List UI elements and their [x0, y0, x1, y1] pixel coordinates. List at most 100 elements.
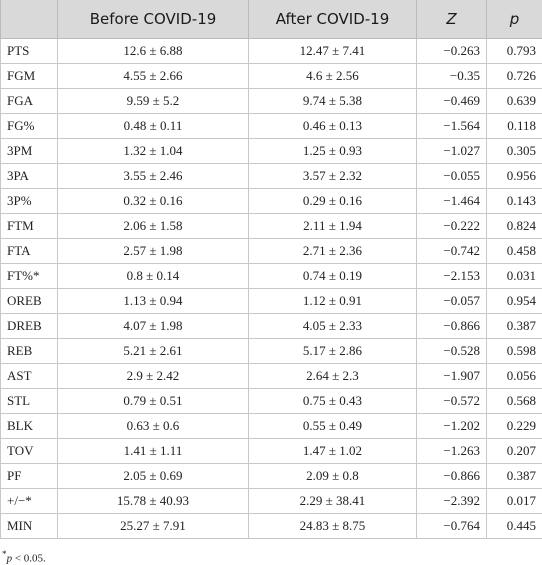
cell: 1.47 ± 1.02: [249, 439, 417, 464]
cell: −1.464: [417, 189, 487, 214]
column-header: Z: [417, 0, 487, 39]
row-label: AST: [1, 364, 58, 389]
cell: 4.05 ± 2.33: [249, 314, 417, 339]
cell: 0.79 ± 0.51: [58, 389, 249, 414]
cell: 0.207: [487, 439, 542, 464]
cell: −1.027: [417, 139, 487, 164]
row-label: STL: [1, 389, 58, 414]
cell: −2.392: [417, 489, 487, 514]
cell: 25.27 ± 7.91: [58, 514, 249, 539]
cell: 2.9 ± 2.42: [58, 364, 249, 389]
cell: 0.48 ± 0.11: [58, 114, 249, 139]
cell: 12.6 ± 6.88: [58, 39, 249, 64]
row-label: PTS: [1, 39, 58, 64]
row-label: PF: [1, 464, 58, 489]
cell: 0.639: [487, 89, 542, 114]
cell: 2.11 ± 1.94: [249, 214, 417, 239]
cell: 0.118: [487, 114, 542, 139]
row-label: OREB: [1, 289, 58, 314]
cell: −0.528: [417, 339, 487, 364]
cell: −0.35: [417, 64, 487, 89]
row-label: BLK: [1, 414, 58, 439]
cell: −0.263: [417, 39, 487, 64]
cell: 1.32 ± 1.04: [58, 139, 249, 164]
cell: 0.46 ± 0.13: [249, 114, 417, 139]
cell: 0.954: [487, 289, 542, 314]
cell: 1.12 ± 0.91: [249, 289, 417, 314]
column-header: [1, 0, 58, 39]
cell: 5.21 ± 2.61: [58, 339, 249, 364]
cell: 2.06 ± 1.58: [58, 214, 249, 239]
cell: 0.229: [487, 414, 542, 439]
cell: 2.57 ± 1.98: [58, 239, 249, 264]
cell: 15.78 ± 40.93: [58, 489, 249, 514]
cell: 0.824: [487, 214, 542, 239]
cell: 12.47 ± 7.41: [249, 39, 417, 64]
cell: −0.742: [417, 239, 487, 264]
cell: 1.13 ± 0.94: [58, 289, 249, 314]
cell: 9.59 ± 5.2: [58, 89, 249, 114]
cell: 0.305: [487, 139, 542, 164]
row-label: FTM: [1, 214, 58, 239]
footnote: *p < 0.05.: [2, 549, 542, 565]
cell: −0.057: [417, 289, 487, 314]
row-label: DREB: [1, 314, 58, 339]
cell: 0.8 ± 0.14: [58, 264, 249, 289]
row-label: 3PM: [1, 139, 58, 164]
row-label: FTA: [1, 239, 58, 264]
cell: 2.64 ± 2.3: [249, 364, 417, 389]
column-header: p: [487, 0, 542, 39]
cell: −0.222: [417, 214, 487, 239]
cell: 0.74 ± 0.19: [249, 264, 417, 289]
cell: 0.956: [487, 164, 542, 189]
cell: −1.907: [417, 364, 487, 389]
cell: −0.866: [417, 464, 487, 489]
cell: 4.6 ± 2.56: [249, 64, 417, 89]
cell: 0.598: [487, 339, 542, 364]
cell: 0.143: [487, 189, 542, 214]
cell: 3.57 ± 2.32: [249, 164, 417, 189]
cell: 0.793: [487, 39, 542, 64]
cell: 2.29 ± 38.41: [249, 489, 417, 514]
cell: −0.469: [417, 89, 487, 114]
cell: 0.017: [487, 489, 542, 514]
row-label: 3PA: [1, 164, 58, 189]
cell: 2.05 ± 0.69: [58, 464, 249, 489]
cell: 0.726: [487, 64, 542, 89]
cell: 0.387: [487, 314, 542, 339]
cell: 0.32 ± 0.16: [58, 189, 249, 214]
cell: 1.25 ± 0.93: [249, 139, 417, 164]
cell: 2.09 ± 0.8: [249, 464, 417, 489]
cell: −0.866: [417, 314, 487, 339]
cell: 9.74 ± 5.38: [249, 89, 417, 114]
cell: −1.263: [417, 439, 487, 464]
cell: 3.55 ± 2.46: [58, 164, 249, 189]
row-label: FGM: [1, 64, 58, 89]
cell: 0.55 ± 0.49: [249, 414, 417, 439]
cell: −0.764: [417, 514, 487, 539]
cell: 2.71 ± 2.36: [249, 239, 417, 264]
cell: 5.17 ± 2.86: [249, 339, 417, 364]
cell: 24.83 ± 8.75: [249, 514, 417, 539]
cell: 0.056: [487, 364, 542, 389]
